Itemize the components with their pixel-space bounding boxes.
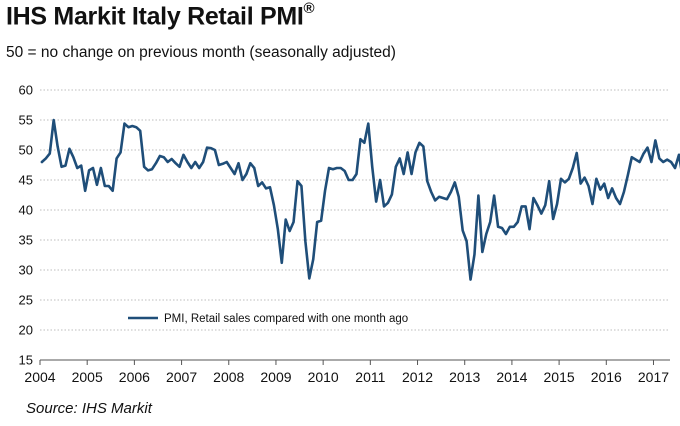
x-tick-label: 2013 [449,369,480,385]
x-tick-label: 2017 [638,369,669,385]
x-tick-label: 2014 [496,369,527,385]
x-tick-label: 2012 [402,369,433,385]
chart-title-text: IHS Markit Italy Retail PMI [6,2,304,31]
x-tick-label: 2015 [544,369,575,385]
x-tick-label: 2010 [308,369,339,385]
x-tick-label: 2008 [213,369,244,385]
y-tick-label: 25 [19,293,33,308]
y-tick-label: 60 [19,83,33,98]
x-tick-label: 2016 [591,369,622,385]
chart-source: Source: IHS Markit [26,400,152,417]
y-tick-label: 35 [19,233,33,248]
y-tick-label: 20 [19,323,33,338]
registered-mark: ® [303,0,315,17]
y-tick-label: 15 [19,353,33,368]
x-tick-label: 2005 [72,369,103,385]
x-tick-label: 2006 [119,369,150,385]
chart-subtitle: 50 = no change on previous month (season… [6,44,396,61]
x-tick-label: 2009 [260,369,291,385]
y-tick-label: 40 [19,203,33,218]
legend-box [124,309,416,327]
x-tick-label: 2007 [166,369,197,385]
y-tick-label: 30 [19,263,33,278]
legend-label: PMI, Retail sales compared with one mont… [164,313,408,325]
series-line-retail-pmi [40,118,680,281]
y-tick-label: 50 [19,143,33,158]
chart-title: IHS Markit Italy Retail PMI® [6,0,315,31]
x-tick-label: 2011 [355,369,385,385]
y-tick-label: 55 [19,113,33,128]
y-tick-label: 45 [19,173,33,188]
x-tick-label: 2004 [24,369,55,385]
